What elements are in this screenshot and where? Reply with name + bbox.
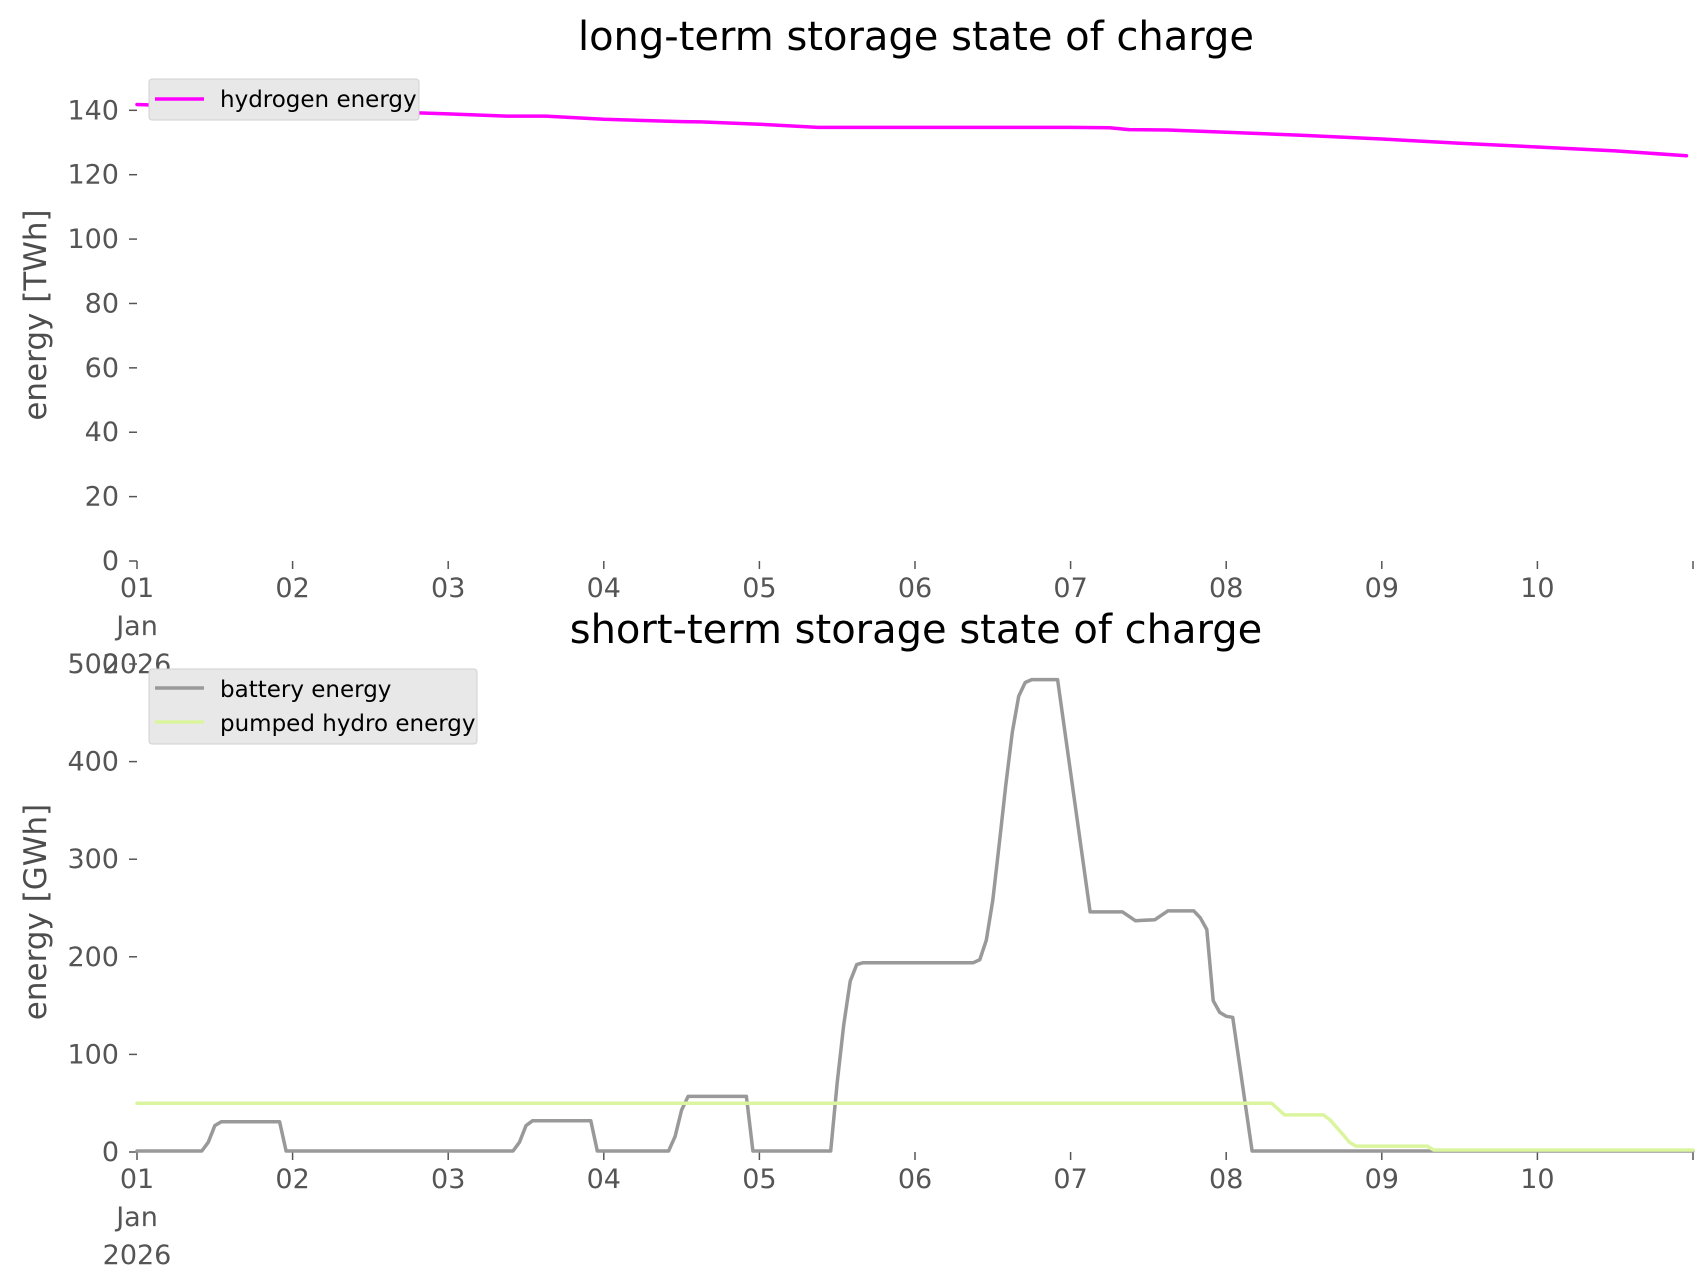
top-x-tick-label: 04 [587, 573, 621, 604]
bottom-x-tick-label: 07 [1053, 1164, 1087, 1195]
top-y-tick-label: 80 [85, 288, 119, 319]
series-line-hydrogen-energy [135, 102, 1689, 158]
bottom-y-tick-label: 0 [102, 1137, 119, 1168]
top-y-tick-label: 60 [85, 353, 119, 384]
top-x-tick-label: 03 [431, 573, 465, 604]
bottom-y-tick-label: 500 [67, 649, 119, 680]
bottom-x-tick-label: 03 [431, 1164, 465, 1195]
top-y-tick-label: 40 [85, 417, 119, 448]
series-line-pumped-hydro-energy [135, 1101, 1695, 1152]
top-x-tick-label: 08 [1209, 573, 1243, 604]
bottom-y-axis-label: energy [GWh] [18, 804, 54, 1020]
series-line-battery-energy [135, 677, 1695, 1153]
bottom-axes: 0 100 200 300 400 500 01 Jan 2026 02 03 04 05 06 07 08 0… [67, 649, 1694, 1271]
top-x-tick-label: 07 [1053, 573, 1087, 604]
bottom-y-tick-label: 300 [67, 844, 119, 875]
top-x-tick-label: 06 [898, 573, 932, 604]
bottom-x-tick-label: 04 [587, 1164, 621, 1195]
bottom-y-tick-label: 100 [67, 1039, 119, 1070]
bottom-legend: battery energy pumped hydro energy [148, 668, 478, 745]
bottom-x-tick-label: 06 [898, 1164, 932, 1195]
top-legend: hydrogen energy [148, 78, 420, 121]
bottom-y-tick-label: 200 [67, 942, 119, 973]
bottom-plot-area [135, 677, 1695, 1153]
bottom-x-tick-label: 09 [1365, 1164, 1399, 1195]
top-chart-title: long-term storage state of charge [578, 14, 1254, 60]
top-y-tick-label: 0 [102, 546, 119, 577]
legend-label-battery-energy: battery energy [220, 677, 391, 703]
top-y-axis-label: energy [TWh] [18, 209, 54, 420]
top-y-tick-label: 120 [67, 160, 119, 191]
bottom-y-tick-label: 400 [67, 747, 119, 778]
bottom-chart-title: short-term storage state of charge [570, 607, 1263, 653]
top-y-tick-label: 100 [67, 224, 119, 255]
top-y-tick-label: 20 [85, 482, 119, 513]
bottom-x-tick-label: 05 [742, 1164, 776, 1195]
top-panel: long-term storage state of charge energy… [18, 14, 1694, 680]
bottom-x-tick-label: 10 [1520, 1164, 1554, 1195]
top-x-tick-label: 02 [275, 573, 309, 604]
legend-label-hydrogen-energy: hydrogen energy [220, 87, 417, 113]
legend-label-pumped-hydro-energy: pumped hydro energy [220, 711, 476, 737]
top-x-tick-label: 10 [1520, 573, 1554, 604]
top-y-tick-label: 140 [67, 95, 119, 126]
top-plot-area [135, 102, 1689, 158]
bottom-legend-box [148, 668, 478, 745]
top-legend-box [148, 78, 420, 121]
bottom-x-tick-label: 01 Jan 2026 [103, 1164, 172, 1271]
bottom-x-tick-label: 02 [275, 1164, 309, 1195]
top-x-tick-label: 09 [1365, 573, 1399, 604]
bottom-panel: short-term storage state of charge energ… [18, 607, 1695, 1271]
top-x-tick-label: 05 [742, 573, 776, 604]
bottom-x-tick-label: 08 [1209, 1164, 1243, 1195]
